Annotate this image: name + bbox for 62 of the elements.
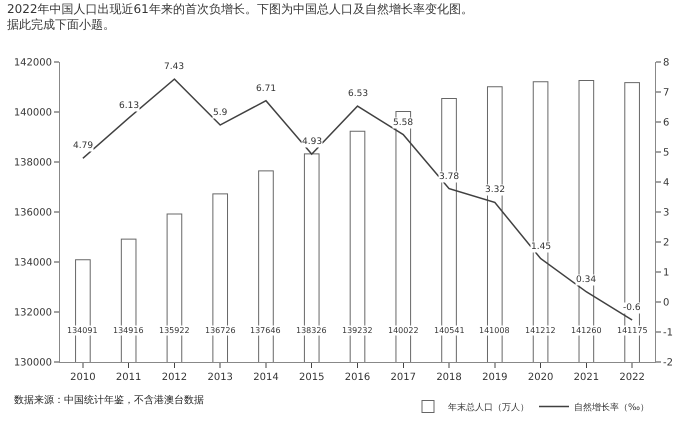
- y-tick-label: 132000: [14, 308, 52, 318]
- data-label: 134091: [67, 326, 98, 335]
- data-label: 138326: [296, 326, 327, 335]
- data-label: 6.71: [256, 84, 276, 94]
- data-label: 5.58: [393, 118, 414, 128]
- x-tick-label: 2020: [528, 372, 554, 383]
- x-tick-label: 2012: [162, 372, 188, 383]
- x-tick-label: 2019: [482, 372, 508, 383]
- data-label: 6.53: [348, 89, 368, 99]
- data-label: 136726: [205, 326, 236, 335]
- chart-title: 2022年中国人口出现近61年来的首次负增长。下图为中国总人口及自然增长率变化图。: [7, 2, 473, 16]
- y-tick-label: 136000: [14, 208, 52, 218]
- data-label: 137646: [250, 326, 281, 335]
- data-label: 4.93: [302, 137, 322, 147]
- y2-tick-label: 4: [663, 178, 670, 188]
- chart-subtitle: 据此完成下面小题。: [7, 18, 115, 32]
- y-tick-label: 134000: [14, 258, 52, 268]
- data-label: 0.34: [576, 275, 596, 285]
- data-label: 1.45: [531, 242, 552, 252]
- data-label: 134916: [113, 326, 144, 335]
- y-tick-label: 142000: [14, 58, 52, 68]
- y2-tick-label: 5: [663, 148, 670, 158]
- data-label: 3.78: [439, 172, 460, 182]
- y-tick-label: 140000: [14, 108, 52, 118]
- x-tick-label: 2018: [436, 372, 462, 383]
- y2-tick-label: 6: [663, 118, 670, 128]
- data-label: 6.13: [119, 101, 140, 111]
- y2-tick-label: 2: [663, 238, 670, 248]
- data-label: 141260: [571, 326, 602, 335]
- x-tick-label: 2021: [574, 372, 600, 383]
- x-tick-label: 2013: [207, 372, 233, 383]
- y2-tick-label: 7: [663, 88, 670, 98]
- data-label: 5.9: [213, 108, 228, 118]
- y2-tick-label: 8: [663, 58, 670, 68]
- data-label: 140022: [388, 326, 419, 335]
- data-label: 4.79: [73, 141, 94, 151]
- x-tick-label: 2017: [390, 372, 416, 383]
- y2-tick-label: 0: [663, 298, 670, 308]
- data-label: 140541: [434, 326, 465, 335]
- data-label: 7.43: [164, 62, 184, 72]
- data-label: 139232: [342, 326, 373, 335]
- x-tick-label: 2011: [116, 372, 142, 383]
- data-label: 141175: [617, 326, 648, 335]
- legend-label: 年末总人口（万人）: [448, 402, 529, 414]
- y-tick-label: 130000: [14, 358, 52, 368]
- y2-tick-label: 3: [663, 208, 670, 218]
- data-label: 135922: [159, 326, 190, 335]
- x-tick-label: 2014: [253, 372, 279, 383]
- y2-tick-label: -2: [663, 358, 673, 368]
- y-tick-label: 138000: [14, 158, 52, 168]
- x-tick-label: 2010: [70, 372, 96, 383]
- legend-label: 自然增长率（‰）: [574, 402, 650, 414]
- data-label: 141008: [479, 326, 510, 335]
- x-tick-label: 2022: [619, 372, 645, 383]
- y2-tick-label: -1: [663, 328, 673, 338]
- data-label: 141212: [525, 326, 556, 335]
- x-tick-label: 2015: [299, 372, 324, 383]
- x-tick-label: 2016: [344, 372, 370, 383]
- y2-tick-label: 1: [663, 268, 670, 278]
- data-label: 3.32: [485, 185, 506, 195]
- source-note: 数据来源：中国统计年鉴，不含港澳台数据: [14, 394, 204, 406]
- data-label: -0.6: [623, 303, 641, 313]
